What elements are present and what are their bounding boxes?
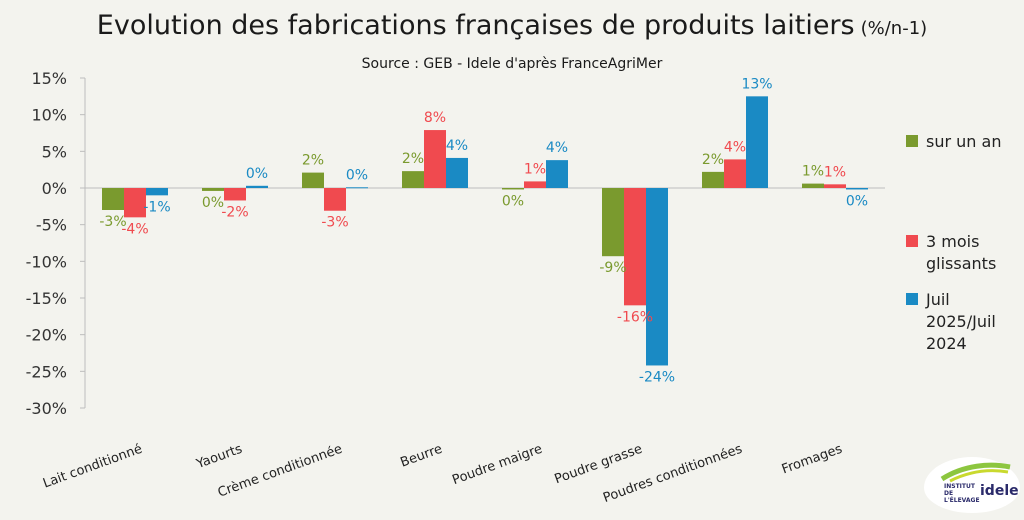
bar bbox=[424, 130, 446, 188]
legend-swatch bbox=[906, 293, 918, 305]
x-category-label: Poudre maigre bbox=[450, 442, 544, 488]
data-label: 1% bbox=[524, 161, 546, 177]
data-label: 0% bbox=[846, 193, 868, 209]
bar bbox=[102, 188, 124, 210]
bar bbox=[724, 159, 746, 188]
data-label: 13% bbox=[741, 76, 772, 92]
bar bbox=[702, 171, 724, 188]
y-tick-label: 10% bbox=[31, 106, 67, 125]
data-label: 2% bbox=[702, 152, 724, 168]
chart-title: Evolution des fabrications françaises de… bbox=[0, 10, 1024, 41]
data-label: 0% bbox=[502, 193, 524, 209]
bar bbox=[602, 188, 624, 257]
bar bbox=[324, 188, 346, 211]
bar bbox=[846, 188, 868, 190]
y-tick-label: -20% bbox=[26, 326, 67, 345]
bar bbox=[246, 185, 268, 188]
data-label: -1% bbox=[143, 199, 170, 215]
data-label: -24% bbox=[639, 369, 675, 385]
y-tick-label: -10% bbox=[26, 252, 67, 271]
data-label: 2% bbox=[402, 151, 424, 167]
data-label: -3% bbox=[321, 215, 348, 231]
legend-swatch bbox=[906, 135, 918, 147]
bar bbox=[746, 96, 768, 188]
idele-logo: INSTITUT DE L'ÉLEVAGE idele bbox=[924, 457, 1020, 513]
data-label: 4% bbox=[724, 139, 746, 155]
data-label: -2% bbox=[221, 204, 248, 220]
data-label: 0% bbox=[202, 195, 224, 211]
chart-title-text: Evolution des fabrications françaises de… bbox=[96, 10, 855, 41]
x-category-label: Yaourts bbox=[194, 442, 245, 473]
data-label: 1% bbox=[802, 164, 824, 180]
data-label: 2% bbox=[302, 153, 324, 169]
y-tick-label: -25% bbox=[26, 362, 67, 381]
bar bbox=[646, 188, 668, 366]
bar bbox=[202, 188, 224, 191]
y-tick-label: 5% bbox=[42, 142, 67, 161]
y-tick-label: -5% bbox=[36, 216, 67, 235]
chart-subtitle: Source : GEB - Idele d'après FranceAgriM… bbox=[361, 56, 663, 72]
y-tick-label: 0% bbox=[42, 179, 67, 198]
data-label: 4% bbox=[546, 140, 568, 156]
logo-name: idele bbox=[980, 483, 1019, 499]
y-axis: 15% 10% 5% 0% -5% -10% -15% -20% -25% -30% bbox=[26, 69, 885, 418]
data-label: 1% bbox=[824, 164, 846, 180]
y-tick-label: 15% bbox=[31, 69, 67, 88]
chart-title-unit: (%/n-1) bbox=[860, 18, 928, 39]
bars bbox=[102, 96, 868, 366]
logo-swoosh-icon bbox=[940, 462, 1011, 483]
data-label: -4% bbox=[121, 221, 148, 237]
bar bbox=[124, 188, 146, 218]
data-labels: -3%-4%-1% 0%-2%0%2%-3%0%2%8%4%0%1%4%-9%-1… bbox=[99, 76, 868, 385]
data-label: 0% bbox=[246, 166, 268, 182]
bar bbox=[802, 183, 824, 188]
bar bbox=[624, 188, 646, 306]
data-label: 8% bbox=[424, 110, 446, 126]
x-category-label: Lait conditionné bbox=[41, 442, 144, 492]
bar bbox=[446, 157, 468, 188]
data-label: -16% bbox=[617, 309, 653, 325]
x-category-label: Beurre bbox=[399, 442, 445, 471]
bar bbox=[346, 187, 368, 189]
bar bbox=[546, 160, 568, 188]
legend: sur un an 3 mois glissants Juil 2025/Juil 202… bbox=[906, 132, 1001, 353]
data-label: -9% bbox=[599, 260, 626, 276]
y-tick-label: -30% bbox=[26, 399, 67, 418]
bar bbox=[146, 188, 168, 196]
legend-label: Juil 2025/Juil 2024 bbox=[925, 290, 996, 353]
bar bbox=[824, 184, 846, 188]
y-tick-label: -15% bbox=[26, 289, 67, 308]
data-label: -3% bbox=[99, 214, 126, 230]
x-category-label: Fromages bbox=[780, 442, 845, 478]
data-label: 4% bbox=[446, 138, 468, 154]
bar bbox=[502, 188, 524, 190]
bar bbox=[402, 171, 424, 188]
legend-swatch bbox=[906, 235, 918, 247]
bar bbox=[302, 172, 324, 188]
legend-label: sur un an bbox=[926, 132, 1001, 151]
bar bbox=[524, 181, 546, 188]
bar bbox=[224, 188, 246, 201]
logo-small-text: INSTITUT DE L'ÉLEVAGE bbox=[944, 483, 980, 504]
legend-label: 3 mois glissants bbox=[926, 232, 996, 273]
data-label: 0% bbox=[346, 167, 368, 183]
